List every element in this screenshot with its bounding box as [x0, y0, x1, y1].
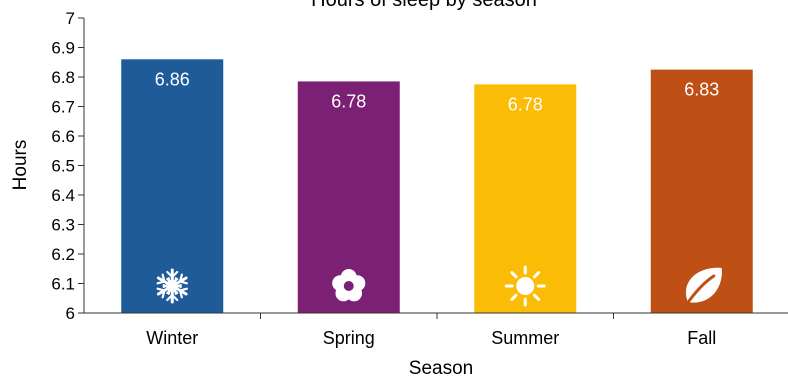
x-axis-label: Season [409, 358, 473, 379]
data-label: 6.78 [508, 94, 543, 114]
y-tick-label: 6.2 [51, 245, 75, 264]
flower-icon [332, 269, 366, 302]
bars-group: 6.86 6.78 6.78 6.83 [121, 59, 753, 313]
leaf-icon [682, 267, 722, 310]
y-tick-label: 6.9 [51, 39, 75, 58]
data-label: 6.83 [684, 80, 719, 100]
chart-title: Hours of sleep by season [311, 0, 537, 11]
bar-summer [474, 84, 577, 313]
data-label: 6.86 [155, 69, 190, 89]
y-tick-label: 6.1 [51, 275, 75, 294]
x-tick-label: Fall [687, 328, 716, 348]
x-tick-label: Winter [146, 328, 198, 348]
y-tick-label: 6.3 [51, 216, 75, 235]
y-tick-label: 6.6 [51, 127, 75, 146]
sun-icon [504, 265, 546, 307]
snowflake-icon [156, 268, 188, 304]
y-axis-label: Hours [10, 140, 31, 191]
x-tick-label: Spring [323, 328, 375, 348]
x-tick-label: Summer [491, 328, 559, 348]
data-label: 6.78 [331, 91, 366, 111]
y-tick-label: 6.8 [51, 68, 75, 87]
y-tick-label: 6.4 [51, 186, 75, 205]
y-axis-ticks: 6 6.1 6.2 6.3 6.4 6.5 6.6 6.7 6.8 6.9 7 [51, 9, 84, 323]
y-tick-label: 7 [66, 9, 75, 28]
x-axis-ticks: Winter Spring Summer Fall [146, 313, 716, 348]
y-tick-label: 6.7 [51, 98, 75, 117]
y-tick-label: 6.5 [51, 157, 75, 176]
y-tick-label: 6 [66, 304, 75, 323]
